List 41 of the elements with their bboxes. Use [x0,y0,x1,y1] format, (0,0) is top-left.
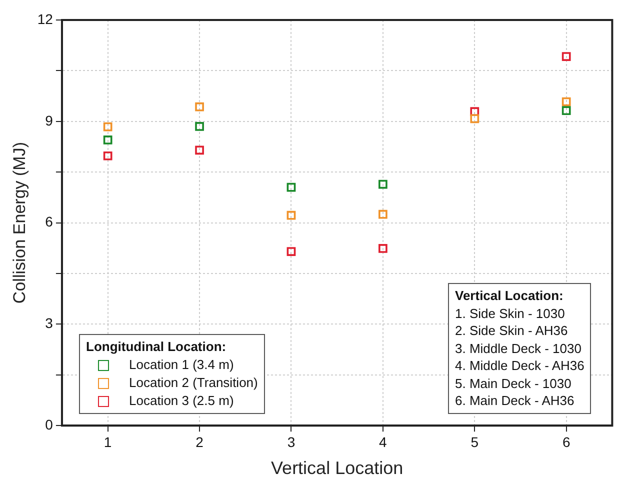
point [286,210,296,220]
legend-title: Longitudinal Location: [86,338,228,356]
point [286,247,296,256]
x-tick-label: 5 [470,434,479,450]
annotation: 4. Middle Deck - AH36 [455,357,584,374]
x-tick-label: 1 [104,434,112,450]
annotation: 2. Side Skin - AH36 [455,322,569,340]
legend-label: Location 1 (3.4 m) [129,356,234,374]
x-tick-label: 3 [287,434,296,450]
annotation: 6. Main Deck - AH36 [455,392,576,410]
point [470,107,480,116]
point [562,97,571,106]
x-tick-label: 2 [196,434,204,450]
point [195,122,204,131]
point [103,136,112,144]
legend-label: Location 2 (Transition) [129,374,258,392]
point [378,244,388,253]
annotation: 5. Main Deck - 1030 [455,374,572,392]
point [562,52,571,61]
point [562,106,571,116]
y-axis-title: Collision Energy (MJ) [10,142,29,304]
point [103,151,112,160]
legend-label: Location 3 (2.5 m) [129,392,234,410]
point [286,182,296,192]
point [103,122,112,132]
annotation: 1. Side Skin - 1030 [455,304,566,322]
y-tick-label: 3 [45,315,54,332]
point [378,180,388,189]
point [195,102,204,112]
point [195,146,204,155]
y-tick-label: 9 [45,112,54,128]
annotation: 3. Middle Deck - 1030 [455,340,582,357]
y-tick-label: 0 [45,416,54,432]
x-tick-label: 6 [562,434,570,450]
x-axis-title: Vertical Location [271,458,404,478]
point [470,114,480,124]
annotation: Vertical Location: [455,287,564,304]
x-tick-label: 4 [379,434,388,450]
y-tick-label: 12 [37,10,54,27]
point [378,210,388,219]
y-tick-label: 6 [45,214,54,230]
